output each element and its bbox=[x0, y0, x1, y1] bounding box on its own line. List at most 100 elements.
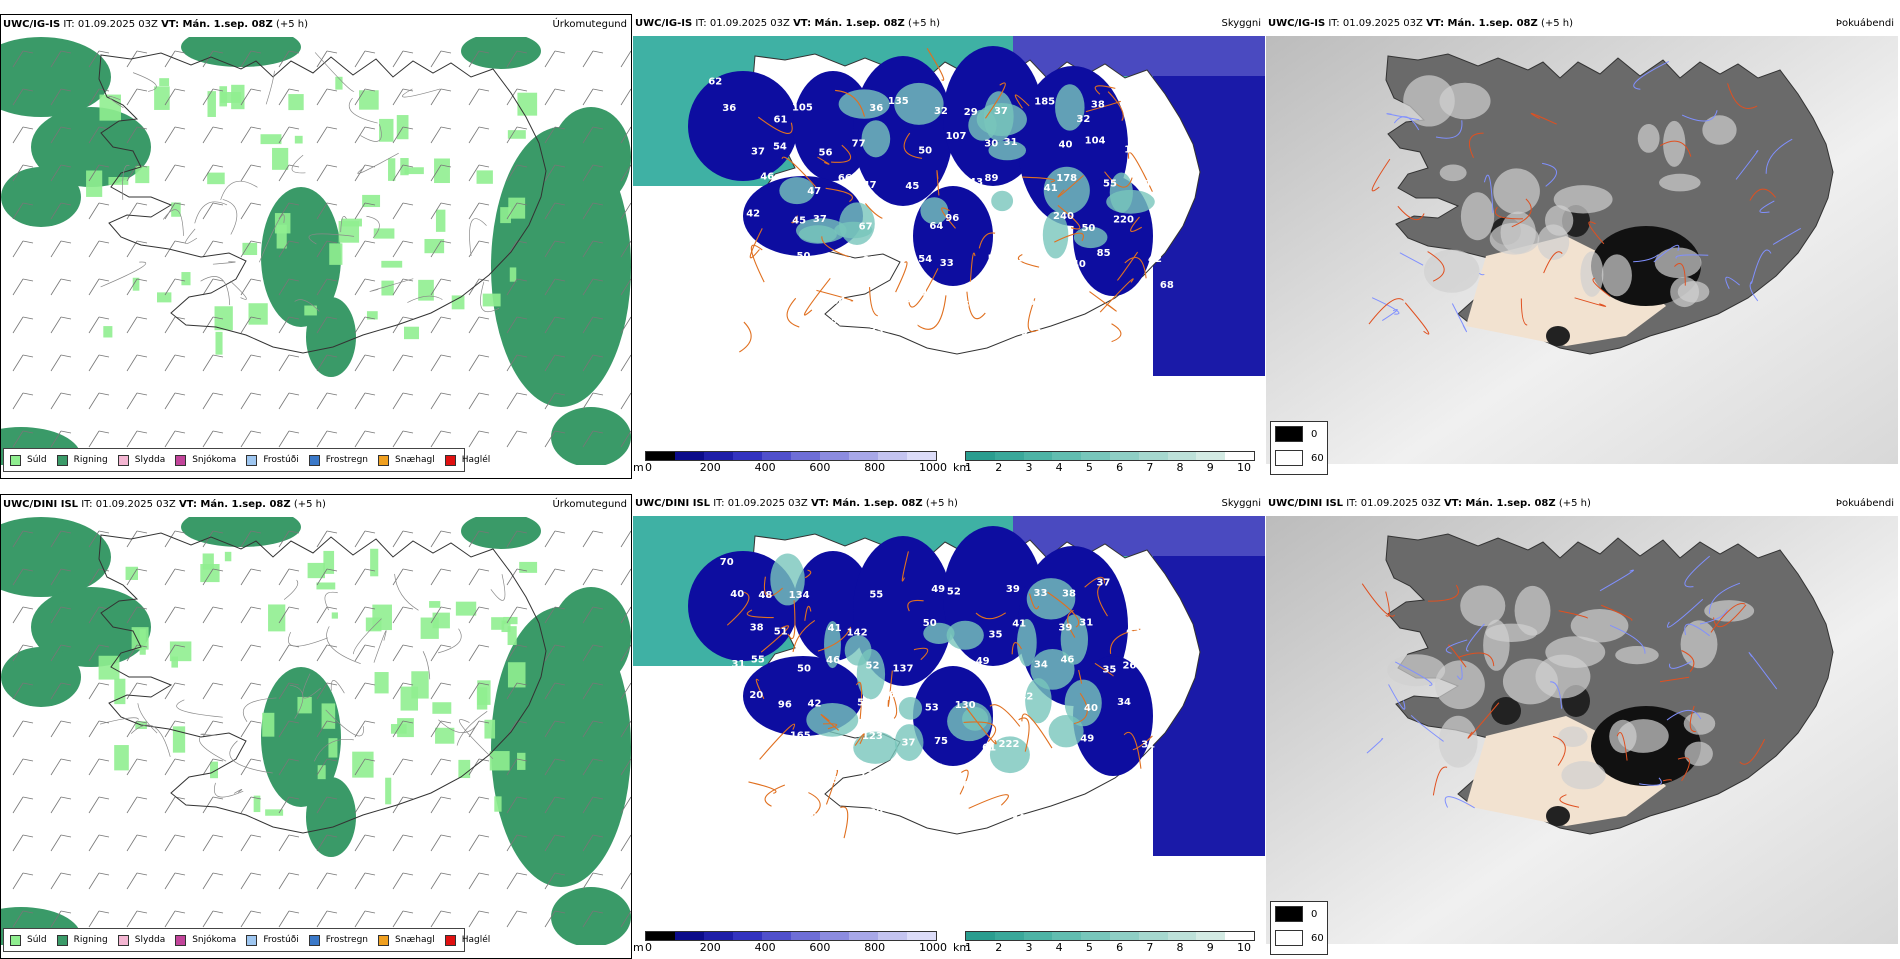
legend-swatch bbox=[10, 454, 21, 466]
visibility-colorbar-km: km 1 2 3 4 5 6 7 8 9 10 bbox=[953, 451, 1255, 477]
legend-label: Snæhagl bbox=[395, 935, 435, 945]
visibility-label: 93 bbox=[1064, 291, 1078, 302]
visibility-label: 96 bbox=[778, 699, 792, 710]
visibility-label: 35 bbox=[988, 629, 1002, 640]
panel-title: Skyggni bbox=[1221, 18, 1261, 29]
visibility-label: 66 bbox=[838, 173, 852, 184]
init-time: IT: 01.09.2025 03Z bbox=[81, 499, 176, 510]
visibility-label: 84 bbox=[985, 768, 999, 779]
panel-header: UWC/DINI ISL IT: 01.09.2025 03Z VT: Mán.… bbox=[633, 498, 1265, 514]
visibility-label: 123 bbox=[862, 731, 883, 742]
visibility-label: 96 bbox=[945, 213, 959, 224]
valid-time: VT: Mán. 1.sep. 08Z bbox=[793, 18, 905, 29]
visibility-label: 48 bbox=[824, 775, 838, 786]
visibility-label: 37 bbox=[1096, 577, 1110, 588]
visibility-label: 40 bbox=[1072, 259, 1086, 270]
visibility-label: 165 bbox=[790, 731, 811, 742]
visibility-label: 64 bbox=[929, 221, 943, 232]
lead-time: (+5 h) bbox=[293, 499, 326, 510]
visibility-label: 60 bbox=[862, 255, 876, 266]
visibility-label: 55 bbox=[963, 300, 977, 311]
visibility-label: 52 bbox=[866, 660, 880, 671]
fog-index-map bbox=[1266, 36, 1898, 464]
precip-type-panel: UWC/DINI ISL IT: 01.09.2025 03Z VT: Mán.… bbox=[0, 494, 632, 959]
visibility-label: 30 bbox=[984, 138, 998, 149]
visibility-panel: UWC/IG-IS IT: 01.09.2025 03Z VT: Mán. 1.… bbox=[633, 14, 1265, 479]
legend-label: Frostúði bbox=[263, 935, 299, 945]
visibility-label: 70 bbox=[720, 557, 734, 568]
legend-item: Súld bbox=[10, 454, 47, 466]
visibility-label: 60 bbox=[888, 689, 902, 700]
legend-swatch bbox=[10, 934, 21, 946]
legend-label: Rigning bbox=[73, 935, 108, 945]
visibility-label: 45 bbox=[905, 181, 919, 192]
visibility-label: 54 bbox=[918, 254, 932, 265]
visibility-label: 43 bbox=[709, 693, 723, 704]
map-area bbox=[1, 27, 631, 478]
visibility-label: 137 bbox=[893, 663, 914, 674]
visibility-label: 101 bbox=[1136, 179, 1157, 190]
colorbar-unit: m bbox=[633, 941, 644, 954]
visibility-label: 20 bbox=[749, 690, 763, 701]
model-name: UWC/IG-IS bbox=[3, 19, 61, 30]
visibility-label: 53 bbox=[925, 703, 939, 714]
visibility-label: 48 bbox=[1092, 330, 1106, 341]
visibility-label: 47 bbox=[928, 763, 942, 774]
panel-header: UWC/DINI ISL IT: 01.09.2025 03Z VT: Mán.… bbox=[1, 499, 631, 515]
visibility-label: 55 bbox=[1148, 619, 1162, 630]
panel-title: Þokuábendi bbox=[1835, 18, 1894, 29]
visibility-label: 43 bbox=[1082, 816, 1096, 827]
visibility-label: 42 bbox=[1148, 254, 1162, 265]
legend-swatch bbox=[308, 454, 320, 466]
visibility-label: 42 bbox=[727, 731, 741, 742]
map-area bbox=[1266, 36, 1898, 464]
colorbar-tick: 10 bbox=[1237, 461, 1251, 474]
init-time: IT: 01.09.2025 03Z bbox=[695, 18, 790, 29]
precip-type-legend: Súld Rigning Slydda Snjókoma Frostúði Frostre… bbox=[3, 928, 490, 952]
colorbar-tick: 8 bbox=[1176, 461, 1184, 474]
visibility-colorbar-km: km 1 2 3 4 5 6 7 8 9 10 bbox=[953, 931, 1255, 957]
visibility-label: 92 bbox=[715, 218, 729, 229]
visibility-label: 220 bbox=[1113, 214, 1134, 225]
precip-type-legend: Súld Rigning Slydda Snjókoma Frostúði Frostre… bbox=[3, 448, 490, 472]
valid-time: VT: Mán. 1.sep. 08Z bbox=[810, 498, 923, 509]
legend-swatch bbox=[246, 454, 258, 466]
visibility-label: 61 bbox=[731, 328, 745, 339]
visibility-label: 103 bbox=[1049, 765, 1070, 776]
visibility-label: 68 bbox=[1160, 280, 1174, 291]
colorbar-tick: 7 bbox=[1146, 941, 1154, 954]
colorbar-tick: 1 bbox=[965, 461, 972, 474]
fog-legend-swatch bbox=[1275, 450, 1303, 466]
panel-title: Úrkomutegund bbox=[552, 499, 627, 510]
visibility-label: 40 bbox=[1040, 772, 1054, 783]
visibility-label: 31 bbox=[1004, 137, 1018, 148]
panel-title: Úrkomutegund bbox=[552, 19, 627, 30]
colorbar-tick: 5 bbox=[1085, 461, 1093, 474]
colorbar-tick: 6 bbox=[1116, 941, 1124, 954]
fog-legend-swatch bbox=[1275, 930, 1303, 946]
colorbar-tick: 9 bbox=[1206, 461, 1214, 474]
colorbar-tick: 8 bbox=[1176, 941, 1184, 954]
visibility-label: 34 bbox=[1034, 328, 1048, 339]
visibility-label: 965 bbox=[1003, 259, 1024, 270]
visibility-label: 50 bbox=[797, 664, 811, 675]
visibility-label: 102 bbox=[1124, 145, 1145, 156]
visibility-label: 132 bbox=[720, 246, 741, 257]
visibility-label: 46 bbox=[826, 655, 840, 666]
visibility-label: 38 bbox=[1091, 99, 1105, 110]
model-name: UWC/IG-IS bbox=[1268, 18, 1326, 29]
colorbar-tick: 800 bbox=[864, 941, 886, 954]
visibility-label: 50 bbox=[988, 254, 1002, 265]
visibility-label: 45 bbox=[725, 185, 739, 196]
panel-header: UWC/IG-IS IT: 01.09.2025 03Z VT: Mán. 1.… bbox=[1266, 18, 1898, 34]
legend-item: Snjókoma bbox=[175, 454, 236, 466]
init-time: IT: 01.09.2025 03Z bbox=[63, 19, 158, 30]
visibility-label: 49 bbox=[1105, 807, 1119, 818]
map-area: 62 61 56 47 64 50 65 48 38 37 47 67 54 55 39 32 102 45 45 3… bbox=[633, 36, 1265, 464]
fog-legend-label: 60 bbox=[1311, 452, 1324, 464]
visibility-panel: UWC/DINI ISL IT: 01.09.2025 03Z VT: Mán.… bbox=[633, 494, 1265, 959]
visibility-label: 46 bbox=[1060, 654, 1074, 665]
visibility-label: 53 bbox=[857, 698, 871, 709]
visibility-label: 34 bbox=[1034, 659, 1048, 670]
legend-label: Snæhagl bbox=[395, 455, 435, 465]
